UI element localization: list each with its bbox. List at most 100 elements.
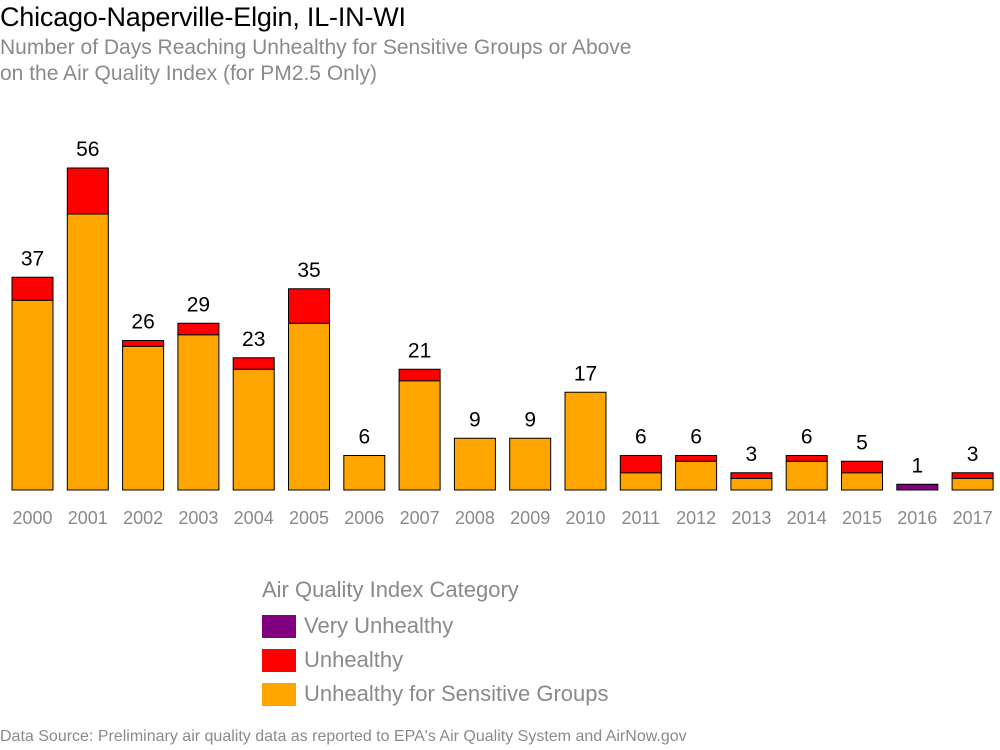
- bar-segment-2015-unhealthy: [841, 460, 883, 474]
- data-source-note: Data Source: Preliminary air quality dat…: [0, 728, 687, 745]
- data-label-2011: 6: [635, 426, 647, 449]
- x-tick-label-2008: 2008: [455, 508, 495, 528]
- legend-item-very-unhealthy: Very Unhealthy: [262, 609, 609, 643]
- bar-group-2001: [66, 167, 109, 491]
- bar-segment-2001-unhealthy: [66, 167, 109, 215]
- bar-segment-2004-unhealthy: [232, 357, 275, 370]
- legend-item-unhealthy: Unhealthy: [262, 643, 609, 677]
- bar-segment-2003-unhealthy-for-sensitive-groups: [177, 334, 220, 491]
- data-label-2012: 6: [690, 426, 702, 449]
- bar-segment-2003-unhealthy: [177, 322, 220, 336]
- data-label-2003: 29: [187, 293, 210, 316]
- x-tick-label-2009: 2009: [510, 508, 550, 528]
- chart-title: Chicago-Naperville-Elgin, IL-IN-WI: [0, 2, 406, 32]
- data-label-2000: 37: [21, 247, 44, 270]
- data-label-2010: 17: [574, 362, 597, 385]
- x-tick-label-2005: 2005: [289, 508, 329, 528]
- x-tick-label-2012: 2012: [676, 508, 716, 528]
- bar-group-2016: [896, 483, 939, 491]
- x-tick-label-2007: 2007: [400, 508, 440, 528]
- bar-segment-2007-unhealthy-for-sensitive-groups: [398, 380, 441, 491]
- bar-chart: 3720005620012620022920032320043520056200…: [11, 138, 994, 528]
- bar-segment-2009-unhealthy-for-sensitive-groups: [509, 437, 552, 491]
- data-label-2015: 5: [856, 431, 868, 454]
- legend: Air Quality Index Category Very Unhealth…: [262, 575, 609, 711]
- x-tick-label-2003: 2003: [178, 508, 218, 528]
- bar-segment-2006-unhealthy-for-sensitive-groups: [343, 455, 386, 491]
- bar-group-2005: [288, 288, 330, 491]
- x-tick-label-2002: 2002: [123, 508, 163, 528]
- bar-group-2002: [122, 340, 165, 491]
- bar-group-2000: [11, 276, 54, 491]
- legend-swatch-very-unhealthy: [262, 614, 296, 638]
- bar-segment-2015-unhealthy-for-sensitive-groups: [841, 472, 883, 491]
- bar-segment-2011-unhealthy-for-sensitive-groups: [619, 472, 662, 491]
- data-label-2007: 21: [408, 339, 431, 362]
- x-tick-label-2004: 2004: [234, 508, 274, 528]
- legend-swatch-unhealthy: [262, 648, 296, 672]
- bar-segment-2002-unhealthy: [122, 340, 165, 347]
- data-label-2002: 26: [131, 311, 154, 334]
- data-label-2009: 9: [524, 408, 536, 431]
- data-label-2008: 9: [469, 408, 481, 431]
- chart-subtitle-line2: on the Air Quality Index (for PM2.5 Only…: [0, 62, 377, 85]
- chart-subtitle-line1: Number of Days Reaching Unhealthy for Se…: [0, 36, 632, 59]
- legend-swatch-unhealthy-sensitive: [262, 682, 296, 706]
- data-label-2004: 23: [242, 328, 265, 351]
- data-label-2016: 1: [911, 454, 923, 477]
- bar-segment-2007-unhealthy: [398, 368, 441, 382]
- bar-segment-2017-unhealthy-for-sensitive-groups: [951, 478, 994, 491]
- x-tick-label-2010: 2010: [565, 508, 605, 528]
- bar-segment-2008-unhealthy-for-sensitive-groups: [453, 437, 496, 491]
- bar-group-2014: [785, 455, 828, 491]
- bar-group-2008: [453, 437, 496, 491]
- bar-segment-2017-unhealthy: [951, 472, 994, 479]
- bar-group-2010: [564, 391, 607, 491]
- bar-segment-2010-unhealthy-for-sensitive-groups: [564, 391, 607, 491]
- bar-segment-2005-unhealthy-for-sensitive-groups: [288, 322, 330, 491]
- bar-segment-2014-unhealthy-for-sensitive-groups: [785, 460, 828, 491]
- data-label-2001: 56: [76, 138, 99, 161]
- legend-label-unhealthy-sensitive: Unhealthy for Sensitive Groups: [304, 681, 609, 706]
- x-tick-label-2001: 2001: [68, 508, 108, 528]
- x-tick-label-2006: 2006: [344, 508, 384, 528]
- bar-group-2015: [841, 460, 883, 491]
- data-label-2014: 6: [801, 426, 813, 449]
- bar-segment-2013-unhealthy-for-sensitive-groups: [730, 478, 773, 491]
- bar-group-2009: [509, 437, 552, 491]
- bar-segment-2002-unhealthy-for-sensitive-groups: [122, 345, 165, 491]
- x-tick-label-2011: 2011: [621, 508, 660, 528]
- x-tick-label-2016: 2016: [897, 508, 937, 528]
- bar-segment-2016-very-unhealthy: [896, 483, 939, 491]
- bar-group-2007: [398, 368, 441, 491]
- bar-group-2012: [675, 455, 718, 491]
- bar-group-2017: [951, 472, 994, 491]
- bar-group-2006: [343, 455, 386, 491]
- bar-segment-2005-unhealthy: [288, 288, 330, 324]
- data-label-2006: 6: [358, 426, 370, 449]
- x-tick-label-2013: 2013: [731, 508, 771, 528]
- bar-segment-2000-unhealthy-for-sensitive-groups: [11, 299, 54, 491]
- bar-segment-2012-unhealthy: [675, 455, 718, 462]
- bar-group-2003: [177, 322, 220, 491]
- bar-segment-2011-unhealthy: [619, 455, 662, 474]
- bar-segment-2014-unhealthy: [785, 455, 828, 462]
- bar-group-2004: [232, 357, 275, 491]
- x-tick-label-2000: 2000: [12, 508, 52, 528]
- bar-group-2013: [730, 472, 773, 491]
- data-label-2017: 3: [967, 443, 979, 466]
- bar-group-2011: [619, 455, 662, 491]
- bar-segment-2012-unhealthy-for-sensitive-groups: [675, 460, 718, 491]
- bar-segment-2004-unhealthy-for-sensitive-groups: [232, 368, 275, 491]
- data-label-2013: 3: [746, 443, 758, 466]
- bar-segment-2001-unhealthy-for-sensitive-groups: [66, 213, 109, 491]
- legend-label-unhealthy: Unhealthy: [304, 647, 404, 672]
- bar-segment-2000-unhealthy: [11, 276, 54, 301]
- legend-item-unhealthy-sensitive: Unhealthy for Sensitive Groups: [262, 677, 609, 711]
- data-label-2005: 35: [297, 259, 320, 282]
- x-tick-label-2014: 2014: [787, 508, 827, 528]
- bar-segment-2013-unhealthy: [730, 472, 773, 479]
- legend-label-very-unhealthy: Very Unhealthy: [304, 613, 454, 638]
- x-tick-label-2017: 2017: [953, 508, 993, 528]
- legend-title: Air Quality Index Category: [262, 577, 519, 602]
